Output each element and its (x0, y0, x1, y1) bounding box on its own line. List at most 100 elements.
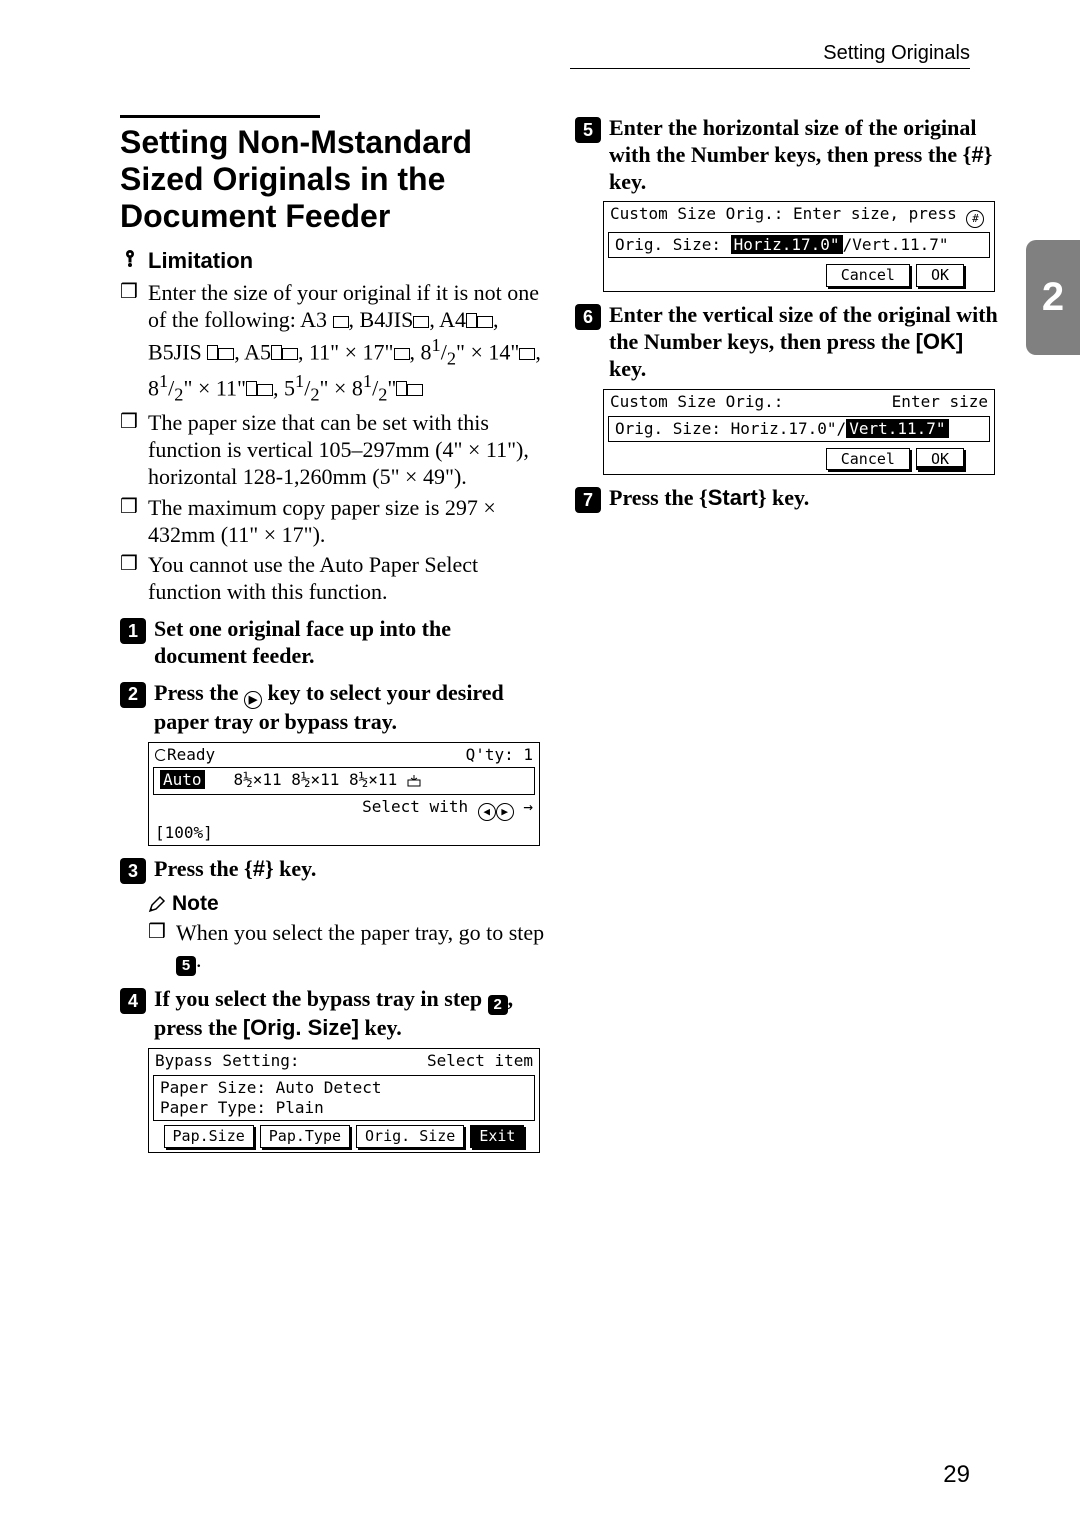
lcd-custom-vert: Custom Size Orig.: Enter size Orig. Size… (603, 389, 995, 476)
cancel-button[interactable]: Cancel (826, 448, 910, 471)
left-arrow-key-icon: ◀ (478, 803, 496, 821)
step-5-text: Enter the horizontal size of the origina… (609, 115, 1000, 195)
note-label: Note (172, 892, 219, 916)
page-number: 29 (943, 1461, 970, 1489)
spinner-icon (155, 749, 167, 761)
orient-icon (466, 313, 477, 328)
hash-key: # (971, 142, 983, 167)
thumb-tab: 2 (1026, 240, 1080, 355)
running-rule (570, 68, 970, 69)
t: " × 14" (456, 339, 519, 364)
lcd-select-with: Select with (362, 797, 468, 816)
lcd-custom-horiz: Custom Size Orig.: Enter size, press # O… (603, 201, 995, 292)
lcd-select-item: Select item (427, 1051, 533, 1071)
orient-icon (207, 345, 218, 360)
ok-button[interactable]: OK (916, 264, 964, 287)
t: Orig. Size: Horiz.17.0"/ (615, 419, 846, 438)
section-title: Setting Non-Mstandard Sized Originals in… (120, 124, 545, 234)
step-5: 5 Enter the horizontal size of the origi… (575, 115, 1000, 195)
step-6: 6 Enter the vertical size of the origina… (575, 302, 1000, 382)
right-arrow-key-icon: ▶ (244, 691, 262, 709)
t: If you select the bypass tray in step (154, 986, 488, 1011)
step-num-7: 7 (575, 487, 601, 513)
lcd3-title: Custom Size Orig.: Enter size, press (610, 204, 957, 223)
bypass-tray-icon (407, 772, 421, 792)
hash-circle-icon: # (966, 210, 984, 228)
orient-icon (413, 316, 429, 328)
bullet-2: The paper size that can be set with this… (120, 410, 545, 490)
t: key. (767, 485, 810, 510)
step-7-text: Press the {Start} key. (609, 485, 809, 513)
step-3-text: Press the {#} key. (154, 856, 316, 884)
orient-icon (257, 384, 273, 396)
orient-icon (271, 345, 282, 360)
t: , 5 (273, 375, 295, 400)
lcd4-title-l: Custom Size Orig.: (610, 392, 783, 412)
t: Press the (154, 680, 244, 705)
t: key. (609, 356, 646, 381)
step-num-2: 2 (120, 682, 146, 708)
orient-icon (394, 348, 410, 360)
right-column: 5 Enter the horizontal size of the origi… (575, 115, 1000, 1161)
lcd-bypass: Bypass Setting: Select item Paper Size: … (148, 1048, 540, 1153)
section-rule (120, 115, 320, 118)
pap-type-button[interactable]: Pap.Type (260, 1125, 350, 1148)
t: . (196, 947, 202, 972)
lcd-vert-value: Vert.11.7" (846, 419, 948, 438)
lcd-sizes: 8½×11 8½×11 8½×11 (233, 770, 397, 789)
t: " × 11" (183, 375, 246, 400)
t: Press the (609, 485, 699, 510)
exit-button[interactable]: Exit (470, 1125, 524, 1148)
t: Enter the horizontal size of the origina… (609, 115, 976, 167)
lcd-horiz-value: Horiz.17.0" (731, 235, 843, 254)
pencil-icon (148, 895, 166, 913)
t: , A4 (429, 307, 466, 332)
note-bullet: When you select the paper tray, go to st… (148, 920, 545, 976)
ok-key: [OK] (916, 329, 964, 354)
lcd-bypass-title: Bypass Setting: (155, 1051, 300, 1071)
bullet-3: The maximum copy paper size is 297 × 432… (120, 495, 545, 549)
orig-size-button[interactable]: Orig. Size (356, 1125, 464, 1148)
orient-icon (282, 348, 298, 360)
step-7: 7 Press the {Start} key. (575, 485, 1000, 513)
bullet-1: Enter the size of your original if it is… (120, 280, 545, 406)
step-num-5: 5 (575, 117, 601, 143)
orient-icon (333, 316, 349, 328)
lcd-paper-size: Paper Size: Auto Detect (160, 1078, 528, 1098)
t: , 11" × 17" (298, 339, 394, 364)
orient-icon (218, 348, 234, 360)
start-key: Start (708, 485, 758, 510)
orient-icon (519, 348, 535, 360)
step-ref-5: 5 (176, 956, 196, 976)
pap-size-button[interactable]: Pap.Size (164, 1125, 254, 1148)
step-num-6: 6 (575, 304, 601, 330)
orient-icon (396, 381, 407, 396)
t: " × 8 (320, 375, 363, 400)
t: Press the (154, 856, 244, 881)
t: key. (609, 169, 646, 194)
lcd-qty: Q'ty: 1 (466, 745, 533, 765)
lcd4-title-r: Enter size (892, 392, 988, 412)
running-head: Setting Originals (823, 42, 970, 65)
right-arrow-key-icon: ▶ (496, 803, 514, 821)
lcd-ready-label: Ready (167, 745, 215, 764)
step-3: 3 Press the {#} key. (120, 856, 545, 884)
ok-button[interactable]: OK (916, 448, 964, 471)
orient-icon (477, 316, 493, 328)
step-4-text: If you select the bypass tray in step 2,… (154, 986, 545, 1042)
t: When you select the paper tray, go to st… (176, 920, 544, 945)
step-ref-2: 2 (488, 995, 508, 1015)
t: , B4JIS (349, 307, 414, 332)
limitation-label: Limitation (148, 248, 253, 274)
cancel-button[interactable]: Cancel (826, 264, 910, 287)
t: key. (359, 1015, 402, 1040)
orig-size-key: [Orig. Size] (243, 1015, 359, 1040)
t: key. (274, 856, 317, 881)
step-2: 2 Press the ▶ key to select your desired… (120, 680, 545, 737)
hash-key: # (253, 856, 265, 881)
orient-icon (246, 381, 257, 396)
lcd-ready: Ready Q'ty: 1 Auto 8½×11 8½×11 8½×11 Sel… (148, 742, 540, 846)
lcd-auto: Auto (160, 770, 205, 789)
t: /Vert.11.7" (843, 235, 949, 254)
bullet-4: You cannot use the Auto Paper Select fun… (120, 552, 545, 606)
